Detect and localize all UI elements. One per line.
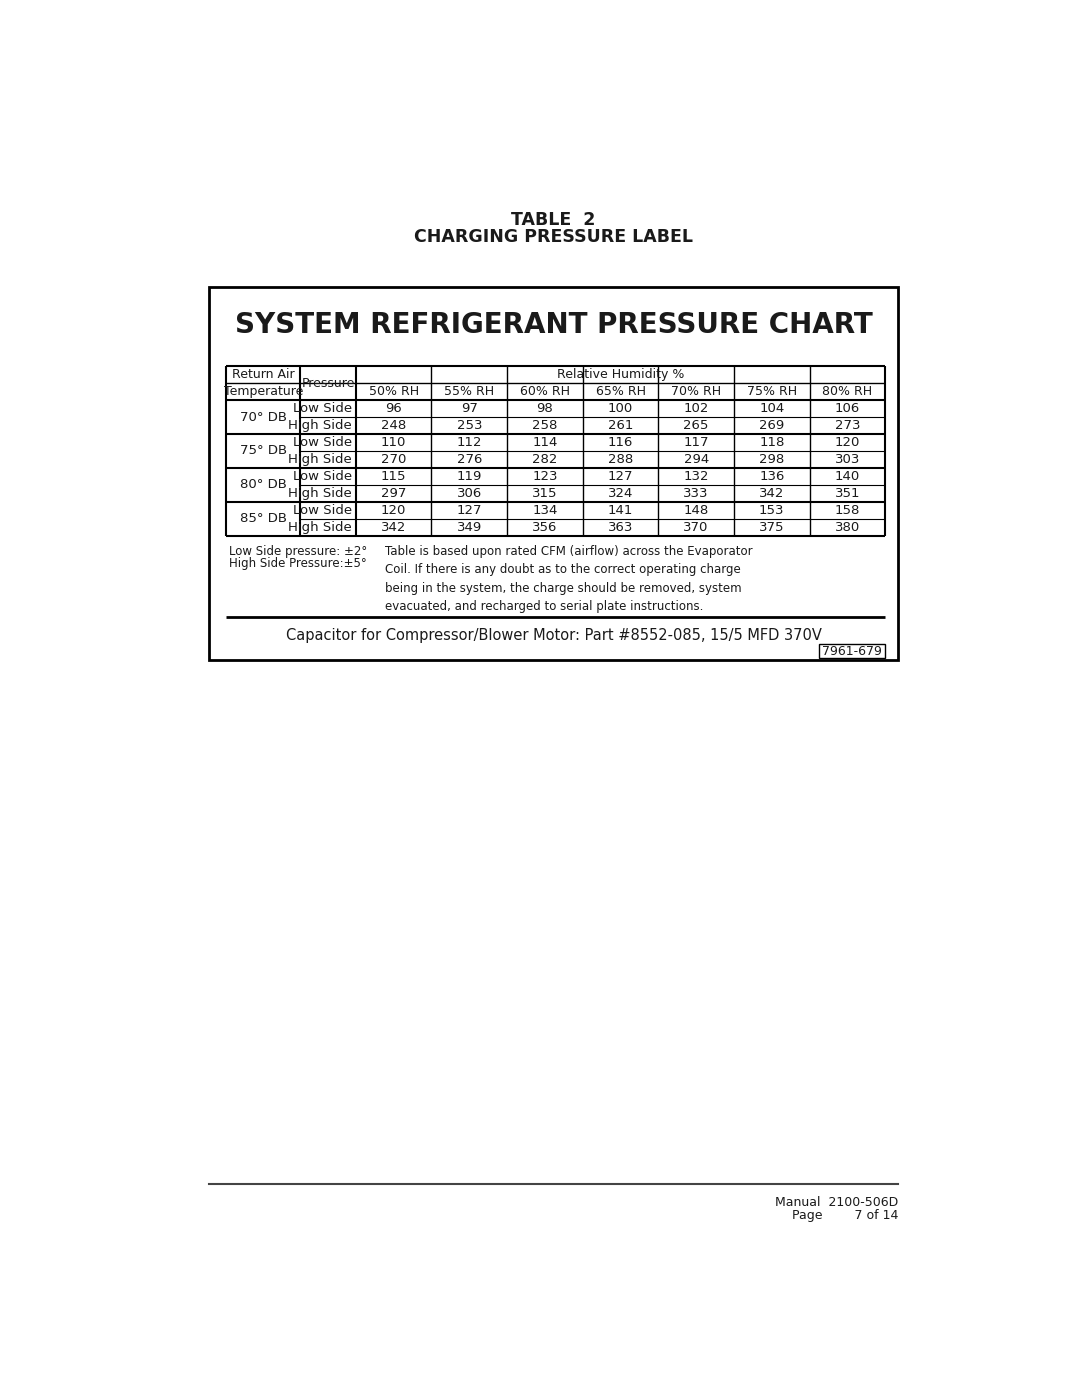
Text: 80% RH: 80% RH <box>822 386 873 398</box>
Text: 356: 356 <box>532 521 557 534</box>
Text: Return Air: Return Air <box>232 369 295 381</box>
Text: 258: 258 <box>532 419 557 432</box>
Text: 120: 120 <box>381 504 406 517</box>
Text: 75% RH: 75% RH <box>746 386 797 398</box>
Text: SYSTEM REFRIGERANT PRESSURE CHART: SYSTEM REFRIGERANT PRESSURE CHART <box>234 312 873 339</box>
Text: Capacitor for Compressor/Blower Motor: Part #8552-085, 15/5 MFD 370V: Capacitor for Compressor/Blower Motor: P… <box>285 627 822 643</box>
Text: 134: 134 <box>532 504 557 517</box>
Text: 110: 110 <box>381 436 406 448</box>
Text: 102: 102 <box>684 402 708 415</box>
Text: Low Side: Low Side <box>293 402 352 415</box>
Text: 117: 117 <box>684 436 708 448</box>
Text: 85° DB: 85° DB <box>240 513 287 525</box>
Text: 98: 98 <box>537 402 553 415</box>
Text: 115: 115 <box>381 469 406 483</box>
Text: Low Side: Low Side <box>293 469 352 483</box>
Text: 297: 297 <box>381 486 406 500</box>
Bar <box>208 286 899 661</box>
Text: 294: 294 <box>684 453 708 467</box>
Text: 119: 119 <box>457 469 482 483</box>
Text: 306: 306 <box>457 486 482 500</box>
Text: 132: 132 <box>684 469 708 483</box>
Text: 60% RH: 60% RH <box>519 386 570 398</box>
Text: Low Side: Low Side <box>293 504 352 517</box>
Text: CHARGING PRESSURE LABEL: CHARGING PRESSURE LABEL <box>414 228 693 246</box>
Text: 370: 370 <box>684 521 708 534</box>
Text: 148: 148 <box>684 504 708 517</box>
Text: 116: 116 <box>608 436 633 448</box>
Text: 7961-679: 7961-679 <box>822 644 882 658</box>
Text: 96: 96 <box>386 402 402 415</box>
Text: 276: 276 <box>457 453 482 467</box>
Text: 120: 120 <box>835 436 860 448</box>
Text: 349: 349 <box>457 521 482 534</box>
Text: 153: 153 <box>759 504 784 517</box>
Text: 265: 265 <box>684 419 708 432</box>
Text: 158: 158 <box>835 504 860 517</box>
Text: 303: 303 <box>835 453 860 467</box>
Text: 50% RH: 50% RH <box>368 386 419 398</box>
Text: 70° DB: 70° DB <box>240 411 287 423</box>
Text: Low Side pressure: ±2°: Low Side pressure: ±2° <box>229 545 367 557</box>
Text: 324: 324 <box>608 486 633 500</box>
Text: 141: 141 <box>608 504 633 517</box>
Text: 100: 100 <box>608 402 633 415</box>
Text: Pressure: Pressure <box>301 377 354 390</box>
Text: 70% RH: 70% RH <box>671 386 721 398</box>
Text: 248: 248 <box>381 419 406 432</box>
Text: 261: 261 <box>608 419 633 432</box>
Text: 269: 269 <box>759 419 784 432</box>
Text: 351: 351 <box>835 486 860 500</box>
Text: High Side Pressure:±5°: High Side Pressure:±5° <box>229 557 366 570</box>
Text: 127: 127 <box>457 504 482 517</box>
Text: Table is based upon rated CFM (airflow) across the Evaporator
Coil. If there is : Table is based upon rated CFM (airflow) … <box>386 545 753 613</box>
Text: 270: 270 <box>381 453 406 467</box>
Text: 106: 106 <box>835 402 860 415</box>
Text: 97: 97 <box>461 402 477 415</box>
Text: Relative Humidity %: Relative Humidity % <box>557 369 685 381</box>
Text: 65% RH: 65% RH <box>595 386 646 398</box>
Text: 136: 136 <box>759 469 784 483</box>
Text: High Side: High Side <box>288 453 352 467</box>
Text: 298: 298 <box>759 453 784 467</box>
Text: 342: 342 <box>759 486 784 500</box>
Text: 55% RH: 55% RH <box>444 386 495 398</box>
Text: 273: 273 <box>835 419 860 432</box>
Text: High Side: High Side <box>288 486 352 500</box>
Text: 104: 104 <box>759 402 784 415</box>
Bar <box>820 644 886 658</box>
Text: 127: 127 <box>608 469 633 483</box>
Text: Page        7 of 14: Page 7 of 14 <box>792 1208 899 1222</box>
Text: 380: 380 <box>835 521 860 534</box>
Text: 80° DB: 80° DB <box>240 478 286 492</box>
Text: 282: 282 <box>532 453 557 467</box>
Text: 118: 118 <box>759 436 784 448</box>
Text: Manual  2100-506D: Manual 2100-506D <box>775 1196 899 1208</box>
Text: 315: 315 <box>532 486 557 500</box>
Text: 140: 140 <box>835 469 860 483</box>
Text: TABLE  2: TABLE 2 <box>511 211 596 229</box>
Text: 363: 363 <box>608 521 633 534</box>
Text: 112: 112 <box>457 436 482 448</box>
Text: High Side: High Side <box>288 521 352 534</box>
Text: High Side: High Side <box>288 419 352 432</box>
Text: 123: 123 <box>532 469 557 483</box>
Text: 75° DB: 75° DB <box>240 444 287 457</box>
Text: 288: 288 <box>608 453 633 467</box>
Text: Temperature: Temperature <box>224 386 303 398</box>
Text: 375: 375 <box>759 521 784 534</box>
Text: 114: 114 <box>532 436 557 448</box>
Text: 333: 333 <box>684 486 708 500</box>
Text: 342: 342 <box>381 521 406 534</box>
Text: 253: 253 <box>457 419 482 432</box>
Text: Low Side: Low Side <box>293 436 352 448</box>
